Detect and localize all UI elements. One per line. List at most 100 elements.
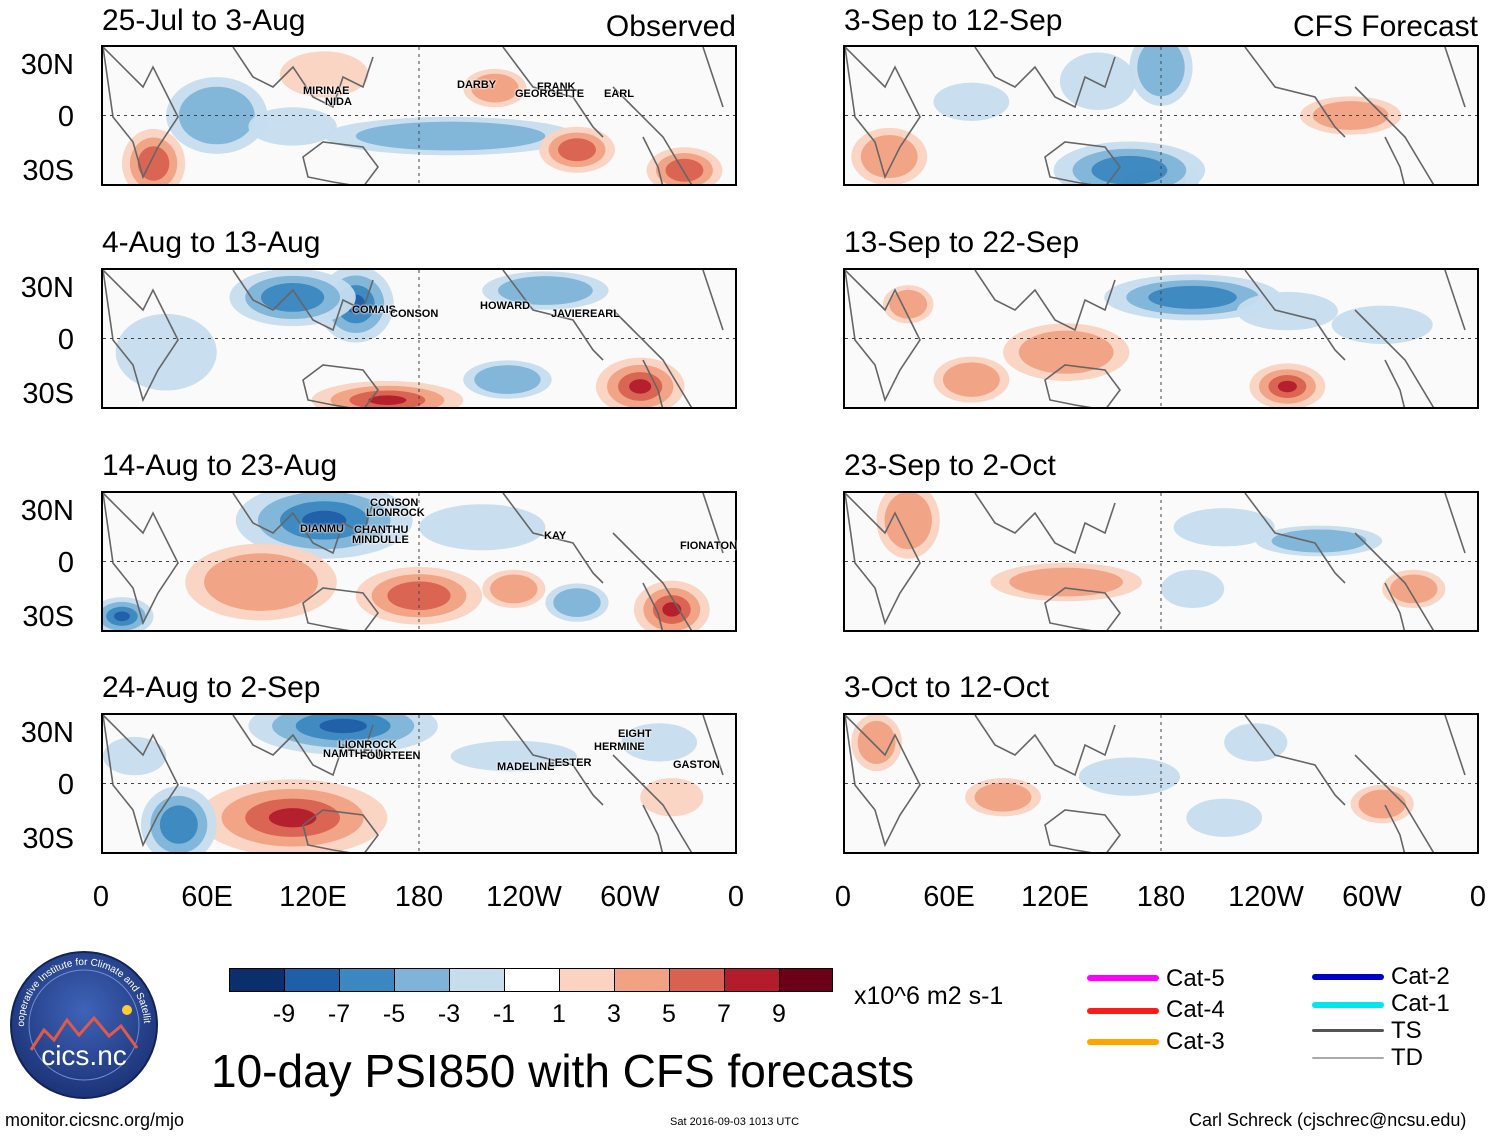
forecast-map-4 xyxy=(843,713,1479,854)
legend-cat5-line xyxy=(1087,975,1159,981)
lat-label-0-4: 0 xyxy=(57,769,74,801)
forecast-panel-title-2: 13-Sep to 22-Sep xyxy=(844,226,1080,259)
lon-label-obs-0: 0 xyxy=(92,881,110,913)
legend-cat5-label: Cat-5 xyxy=(1166,965,1225,992)
colorbar-box-3 xyxy=(339,968,395,992)
legend-cat4-line xyxy=(1087,1008,1159,1014)
legend-cat3-label: Cat-3 xyxy=(1166,1028,1225,1055)
storm-label: CONSON xyxy=(390,308,439,320)
anomaly-field xyxy=(103,493,735,630)
lat-label-30n-2: 30N xyxy=(20,272,74,304)
anomaly-field xyxy=(103,715,735,852)
colorbar-box-5 xyxy=(449,968,505,992)
colorbar-label: 9 xyxy=(772,1000,786,1028)
lat-label-30s-1: 30S xyxy=(22,155,74,187)
footer-author: Carl Schreck (cjschrec@ncsu.edu) xyxy=(1189,1110,1467,1130)
colorbar-box-6 xyxy=(504,968,560,992)
legend-td-line xyxy=(1312,1057,1384,1059)
anomaly-field xyxy=(845,270,1477,407)
storm-label: EARL xyxy=(590,308,620,320)
storm-label: LIONROCK xyxy=(338,739,397,751)
footer-timestamp: Sat 2016-09-03 1013 UTC xyxy=(670,1116,800,1128)
observed-panel-title-2: 4-Aug to 13-Aug xyxy=(102,226,321,259)
observed-label: Observed xyxy=(605,10,736,43)
colorbar-label: -5 xyxy=(382,1000,406,1028)
forecast-panel-title-4: 3-Oct to 12-Oct xyxy=(844,671,1050,704)
lat-label-30s-2: 30S xyxy=(22,378,74,410)
legend-td-label: TD xyxy=(1391,1044,1423,1071)
cics-logo: cics.nc Cooperative Institute for Climat… xyxy=(9,950,158,1099)
anomaly-field xyxy=(845,715,1477,852)
storm-label: EIGHT xyxy=(618,728,652,740)
colorbar-box-8 xyxy=(614,968,670,992)
lat-label-0-3: 0 xyxy=(57,547,74,579)
colorbar-box-7 xyxy=(559,968,615,992)
colorbar-label: -3 xyxy=(437,1000,461,1028)
lon-label-fc-120e: 120E xyxy=(1021,881,1089,913)
lat-label-30s-3: 30S xyxy=(22,601,74,633)
lon-label-fc-120w: 120W xyxy=(1228,881,1304,913)
storm-label: LIONROCK xyxy=(366,507,425,519)
lon-label-fc-180: 180 xyxy=(1136,881,1186,913)
legend-ts-label: TS xyxy=(1391,1017,1422,1044)
lon-label-obs-60e: 60E xyxy=(181,881,233,913)
storm-label: LESTER xyxy=(548,757,592,769)
storm-label: CHANTHU xyxy=(354,524,409,536)
anomaly-field xyxy=(103,47,735,184)
observed-map-2 xyxy=(101,268,737,409)
colorbar-label: -1 xyxy=(492,1000,516,1028)
lon-label-fc-0: 0 xyxy=(834,881,852,913)
legend-cat2-line xyxy=(1312,974,1384,980)
lon-label-obs-360: 0 xyxy=(727,881,745,913)
colorbar-box-1 xyxy=(229,968,285,992)
colorbar-box-4 xyxy=(394,968,450,992)
storm-label: FOURTEEN xyxy=(360,750,421,762)
storm-label: FRANK xyxy=(537,81,576,93)
anomaly-field xyxy=(845,493,1477,630)
storm-label: HERMINE xyxy=(594,741,645,753)
observed-map-3 xyxy=(101,491,737,632)
colorbar-box-11 xyxy=(779,968,833,992)
colorbar-units: x10^6 m2 s-1 xyxy=(854,982,1004,1010)
forecast-map-1 xyxy=(843,45,1479,186)
storm-label: NIDA xyxy=(325,96,352,108)
storm-label: GASTON xyxy=(673,759,720,771)
observed-map-1 xyxy=(101,45,737,186)
footer-url: monitor.cicsnc.org/mjo xyxy=(5,1110,185,1130)
storm-label: TON xyxy=(714,540,738,552)
lat-label-30s-4: 30S xyxy=(22,823,74,855)
forecast-panel-title-1: 3-Sep to 12-Sep xyxy=(844,4,1063,37)
colorbar-box-9 xyxy=(669,968,725,992)
storm-label: JAVIER xyxy=(551,308,590,320)
legend-cat3-line xyxy=(1087,1039,1159,1045)
storm-label: DIANMU xyxy=(300,523,344,535)
lon-label-fc-60e: 60E xyxy=(923,881,975,913)
legend-cat1-label: Cat-1 xyxy=(1391,990,1450,1017)
storm-label: MIRINAE xyxy=(303,85,350,97)
legend-cat4-label: Cat-4 xyxy=(1166,996,1225,1023)
legend-cat1-line xyxy=(1312,1002,1384,1008)
lat-label-30n-4: 30N xyxy=(20,717,74,749)
colorbar-box-2 xyxy=(284,968,340,992)
anomaly-field xyxy=(103,270,735,407)
lat-label-30n-3: 30N xyxy=(20,495,74,527)
storm-label: HOWARD xyxy=(480,300,531,312)
lon-label-obs-120w: 120W xyxy=(486,881,562,913)
lon-label-obs-120e: 120E xyxy=(279,881,347,913)
legend-cat2-label: Cat-2 xyxy=(1391,963,1450,990)
forecast-map-3 xyxy=(843,491,1479,632)
colorbar-label: -9 xyxy=(272,1000,296,1028)
lon-label-fc-360: 0 xyxy=(1469,881,1487,913)
colorbar-box-10 xyxy=(724,968,780,992)
observed-panel-title-4: 24-Aug to 2-Sep xyxy=(102,671,321,704)
colorbar-label: 7 xyxy=(717,1000,731,1028)
lat-label-0-1: 0 xyxy=(57,101,74,133)
storm-label: NAMTHEUN xyxy=(323,748,386,760)
storm-label: DARBY xyxy=(457,79,497,91)
lon-label-fc-60w: 60W xyxy=(1342,881,1402,913)
lat-label-0-2: 0 xyxy=(57,324,74,356)
storm-label: GEORGETTE xyxy=(515,88,585,100)
colorbar-label: -7 xyxy=(327,1000,351,1028)
lon-label-obs-60w: 60W xyxy=(600,881,660,913)
anomaly-field xyxy=(845,47,1477,184)
